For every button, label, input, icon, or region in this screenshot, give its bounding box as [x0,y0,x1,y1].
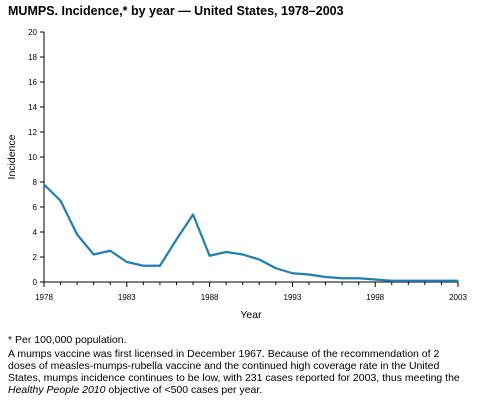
footnote: * Per 100,000 population. [8,334,127,346]
y-tick-label: 12 [28,128,37,137]
x-axis-ticks: 1978 1983 1988 1993 1998 2003 [35,282,467,302]
y-tick-label: 14 [28,103,37,112]
x-tick-label: 1998 [366,293,384,302]
chart-title: MUMPS. Incidence,* by year — United Stat… [8,4,344,18]
data-point [126,261,128,263]
data-point [390,279,393,282]
data-point [142,264,145,267]
data-point [457,279,459,282]
y-axis-label: Incidence [6,134,18,179]
data-point [241,253,244,256]
note-italic-title: Healthy People 2010 [8,384,106,396]
data-point [109,249,112,252]
data-point [291,272,294,275]
incidence-line [43,183,458,282]
data-point [324,276,327,278]
y-tick-label: 10 [28,153,37,162]
data-point [175,238,178,241]
data-point [275,267,277,270]
data-point [407,279,410,282]
y-tick-label: 18 [28,53,37,62]
y-tick-label: 20 [28,28,37,37]
data-point [258,258,261,261]
y-axis-ticks: 0 2 4 6 8 10 12 14 16 18 20 [28,28,44,287]
data-point [374,278,377,281]
line-chart: 0 2 4 6 8 10 12 14 16 18 20 1978 1983 1988 1993 1998 20… [6,28,467,321]
x-tick-label: 1983 [118,293,136,302]
note-text-start: A mumps vaccine was first licensed in De… [8,348,460,384]
x-axis-label: Year [240,309,262,321]
x-tick-label: 1993 [284,293,302,302]
data-point [225,251,227,253]
data-point [76,233,78,236]
vaccine-note: A mumps vaccine was first licensed in De… [8,348,470,396]
y-tick-label: 4 [33,228,38,237]
x-tick-label: 1978 [35,293,53,302]
x-tick-label: 2003 [449,293,467,302]
y-tick-label: 16 [28,78,37,87]
data-point [192,213,194,216]
data-point [357,277,360,280]
note-text-end: objective of <500 cases per year. [105,384,263,396]
data-point [440,279,443,282]
x-tick-label: 1988 [201,293,219,302]
data-point [59,199,62,202]
data-point [341,277,343,280]
data-point [308,273,310,276]
y-tick-label: 8 [33,178,38,187]
y-tick-label: 0 [33,278,38,287]
chart-axes [43,32,458,283]
data-point [92,253,95,256]
y-tick-label: 2 [33,253,38,262]
data-point [424,279,426,282]
data-point [159,264,161,267]
y-tick-label: 6 [33,203,38,212]
data-point [208,254,211,257]
data-point [43,183,45,186]
series-group [43,183,459,282]
